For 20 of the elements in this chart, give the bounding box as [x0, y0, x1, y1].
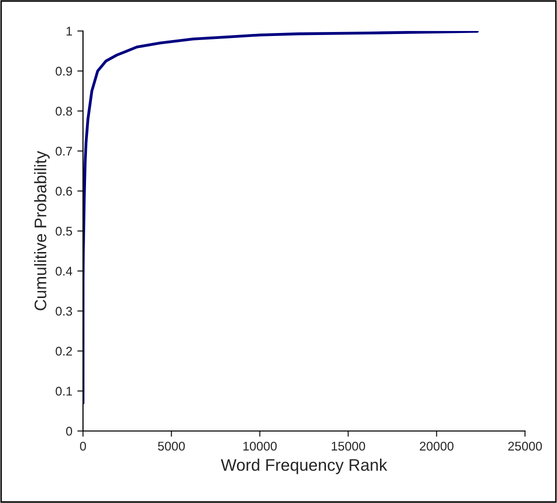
line-series [83, 31, 479, 404]
y-tick-label: 0.8 [56, 106, 72, 116]
y-tick-label: 0 [66, 426, 72, 436]
x-tick-label: 25000 [508, 442, 542, 451]
x-tick-label: 20000 [420, 442, 454, 451]
x-tick-label: 15000 [332, 442, 366, 451]
y-tick-label: 0.7 [56, 146, 72, 156]
x-tick-label: 10000 [243, 442, 277, 451]
y-tick-label: 0.3 [56, 306, 72, 316]
y-tick-label: 0.5 [56, 226, 72, 236]
x-tick-label: 0 [80, 442, 86, 451]
y-tick-label: 0.6 [56, 186, 72, 196]
y-tick-label: 0.9 [56, 66, 72, 76]
y-tick-label: 0.1 [56, 386, 72, 396]
y-tick-label: 1 [66, 26, 72, 36]
y-tick-label: 0.2 [56, 346, 72, 356]
x-tick-label: 5000 [158, 442, 185, 451]
x-axis-title: Word Frequency Rank [220, 458, 388, 474]
y-tick-label: 0.4 [56, 266, 72, 276]
y-axis-title: Cumulitive Probability [34, 150, 50, 310]
